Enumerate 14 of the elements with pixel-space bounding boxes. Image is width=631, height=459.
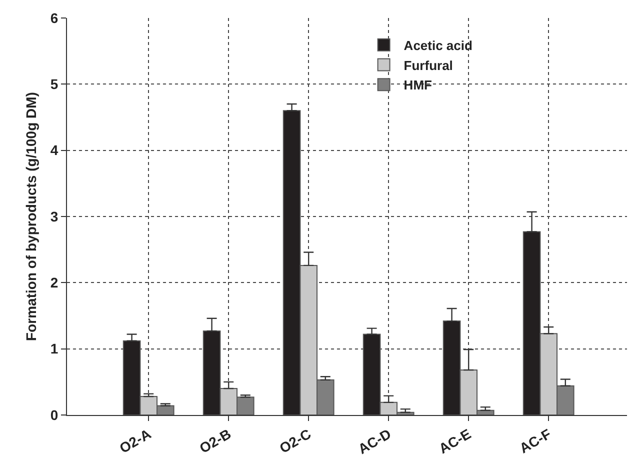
y-tick-label: 1 xyxy=(50,340,58,357)
x-tick-label: O2-C xyxy=(276,426,314,456)
y-tick-label: 5 xyxy=(50,76,58,92)
legend-label: Acetic acid xyxy=(404,38,473,53)
y-tick-label: 0 xyxy=(50,406,58,423)
y-axis-title: Formation of byproducts (g/100g DM) xyxy=(23,92,40,341)
y-tick-label: 6 xyxy=(50,10,58,26)
x-tick-label: O2-B xyxy=(196,426,234,456)
y-tick-label: 2 xyxy=(50,274,58,291)
y-tick-label: 3 xyxy=(50,208,58,224)
x-tick-label: O2-A xyxy=(116,426,154,456)
legend-label: HMF xyxy=(404,78,432,93)
y-tick-label: 4 xyxy=(50,142,58,158)
legend-label: Furfural xyxy=(404,58,453,73)
